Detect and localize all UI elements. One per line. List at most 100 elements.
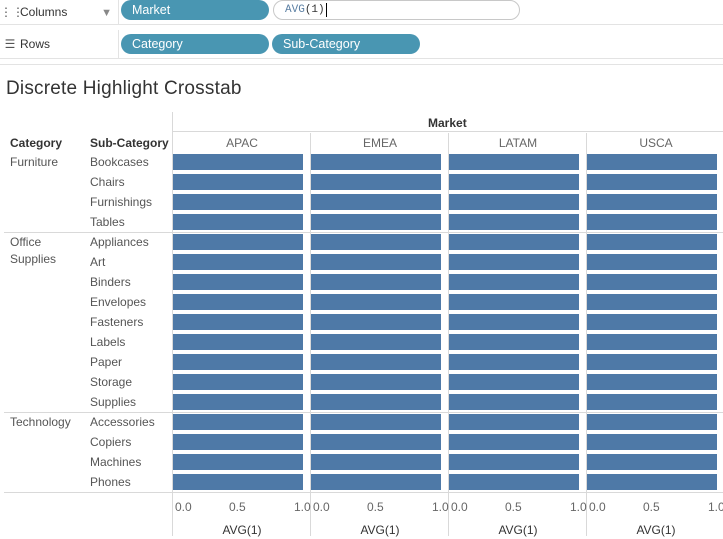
subcategory-label: Furnishings: [90, 195, 153, 209]
rows-shelf: ☰ Rows Category Sub-Category: [0, 30, 723, 59]
avg-func-text: AVG: [285, 4, 305, 16]
subcategory-label: Appliances: [90, 235, 149, 249]
columns-icon: ⋮⋮: [0, 5, 24, 19]
bar: [311, 214, 441, 230]
bar: [311, 414, 441, 430]
subcategory-label: Tables: [90, 215, 125, 229]
category-label: Office Supplies: [10, 235, 57, 266]
bar: [449, 434, 579, 450]
market-pill-label: Market: [132, 3, 171, 17]
category-pill-label: Category: [132, 37, 183, 51]
bar: [587, 454, 717, 470]
market-label: APAC: [226, 135, 258, 150]
bar: [173, 174, 303, 190]
axis-tick-label: 0.0: [175, 500, 192, 514]
bar: [587, 434, 717, 450]
bar: [311, 354, 441, 370]
bar: [173, 434, 303, 450]
category-pill[interactable]: Category: [121, 34, 269, 54]
bar: [311, 314, 441, 330]
columns-label: Columns: [20, 5, 68, 19]
bar: [311, 294, 441, 310]
category-header: Category: [10, 136, 63, 150]
bar: [311, 394, 441, 410]
subcategory-label: Labels: [90, 335, 126, 349]
bar: [173, 394, 303, 410]
bar: [449, 354, 579, 370]
subcategory-header: Sub-Category: [90, 136, 169, 150]
bar: [449, 374, 579, 390]
axis-title: AVG(1): [636, 523, 676, 537]
bar: [449, 474, 579, 490]
axis-tick-label: 1.0: [432, 500, 449, 514]
axis-tick-label: 0.5: [505, 500, 522, 514]
axis-title: AVG(1): [222, 523, 262, 537]
bar: [311, 274, 441, 290]
bar: [173, 194, 303, 210]
subcategory-label: Supplies: [90, 395, 137, 409]
bar: [449, 394, 579, 410]
category-separator: [4, 492, 723, 493]
axis-tick-label: 0.0: [451, 500, 468, 514]
bar: [587, 354, 717, 370]
axis-tick-label: 0.5: [643, 500, 660, 514]
subcategory-pill[interactable]: Sub-Category: [272, 34, 420, 54]
column-header-line: [173, 131, 723, 132]
bar: [311, 254, 441, 270]
bar: [311, 474, 441, 490]
category-label: Furniture: [10, 155, 59, 169]
axis-tick-label: 1.0: [708, 500, 723, 514]
bar: [587, 334, 717, 350]
bar: [311, 194, 441, 210]
bar: [449, 414, 579, 430]
market-label: EMEA: [362, 135, 397, 150]
bar: [587, 414, 717, 430]
bar: [587, 374, 717, 390]
market-label: LATAM: [498, 135, 538, 150]
bar: [587, 174, 717, 190]
axis-title: AVG(1): [360, 523, 400, 537]
bar: [587, 214, 717, 230]
bar: [311, 334, 441, 350]
avg-arg-text: (1): [304, 4, 325, 16]
subcategory-label: Fasteners: [90, 315, 144, 329]
subcategory-label: Accessories: [90, 415, 155, 429]
bar: [311, 434, 441, 450]
bar: [173, 454, 303, 470]
bar: [449, 214, 579, 230]
bar: [587, 314, 717, 330]
bar: [587, 394, 717, 410]
pane-left-border: [172, 112, 173, 536]
view-title: Discrete Highlight Crosstab: [6, 78, 242, 99]
bar: [311, 234, 441, 250]
bar: [449, 194, 579, 210]
pane-separator: [310, 133, 311, 536]
bar: [173, 274, 303, 290]
bar: [587, 154, 717, 170]
chevron-down-icon[interactable]: ▼: [101, 7, 112, 19]
avg-pill-input[interactable]: AVG (1): [273, 0, 520, 20]
subcategory-label: Art: [90, 255, 106, 269]
bar: [173, 314, 303, 330]
subcategory-pill-label: Sub-Category: [283, 37, 361, 51]
bar: [449, 154, 579, 170]
axis-tick-label: 0.0: [589, 500, 606, 514]
pane-separator: [586, 133, 587, 536]
subcategory-label: Paper: [90, 355, 123, 369]
market-pill[interactable]: Market: [121, 0, 269, 20]
bar: [173, 214, 303, 230]
bar: [587, 194, 717, 210]
axis-title: AVG(1): [498, 523, 538, 537]
pane-separator: [448, 133, 449, 536]
bar: [449, 254, 579, 270]
bar: [311, 454, 441, 470]
bar: [173, 234, 303, 250]
bar: [173, 374, 303, 390]
subcategory-label: Envelopes: [90, 295, 147, 309]
bar: [587, 474, 717, 490]
bar: [311, 174, 441, 190]
category-separator: [4, 412, 723, 413]
bar: [173, 154, 303, 170]
bar: [173, 334, 303, 350]
axis-tick-label: 1.0: [570, 500, 587, 514]
